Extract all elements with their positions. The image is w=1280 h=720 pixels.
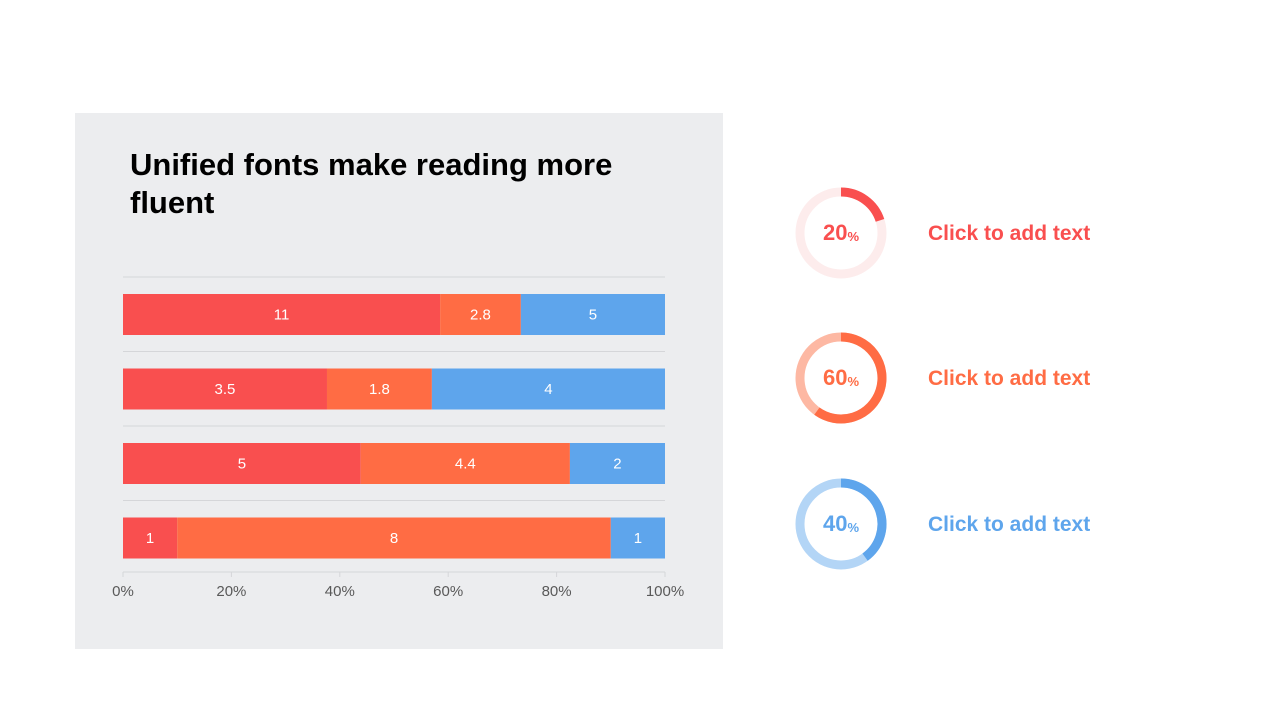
bar-data-label: 2.8 (470, 307, 491, 324)
kpi-2-value: 60 (822, 365, 848, 390)
kpi-1-value: 20 (822, 220, 848, 245)
bar-segment (360, 443, 570, 484)
kpi-3: 40% Click to add text (790, 477, 1190, 577)
bar-data-label: 1 (634, 530, 642, 547)
kpi-1-label[interactable]: Click to add text (928, 222, 1091, 245)
kpi-3-ring (795, 478, 887, 570)
kpi-1-unit: % (847, 228, 860, 244)
x-tick-label: 40% (325, 583, 355, 600)
kpi-2-ring (795, 332, 887, 424)
kpi-2-ring-progress (814, 332, 887, 424)
kpi-1-ring (795, 187, 887, 279)
bar-segment (520, 294, 665, 335)
bar-segment (610, 517, 665, 559)
bar-segment (326, 368, 432, 410)
bar-segment (177, 517, 611, 559)
bar-segment (431, 368, 665, 410)
bar-data-label: 4 (544, 381, 552, 398)
kpi-1: 20% Click to add text (790, 186, 1190, 286)
kpi-2: 60% Click to add text (790, 331, 1190, 431)
x-tick-label: 20% (216, 583, 246, 600)
x-tick-label: 60% (433, 583, 463, 600)
bar-data-label: 5 (589, 307, 597, 324)
kpi-1-percent: 20% (790, 186, 892, 280)
kpi-3-unit: % (847, 519, 860, 535)
kpi-1-ring-progress (840, 187, 885, 222)
bar-segment (440, 294, 521, 335)
bar-data-label: 3.5 (215, 381, 236, 398)
kpi-3-percent: 40% (790, 477, 892, 571)
x-tick-label: 100% (646, 583, 684, 600)
chart-title: Unified fonts make reading more fluent (130, 147, 613, 220)
kpi-2-label[interactable]: Click to add text (928, 367, 1091, 390)
kpi-3-label[interactable]: Click to add text (928, 513, 1091, 536)
bar-data-label: 1 (146, 530, 154, 547)
bar-data-label: 5 (238, 456, 246, 473)
bar-segment (123, 294, 441, 335)
kpi-3-ring-progress (840, 478, 887, 561)
bar-segment (123, 517, 178, 559)
kpi-3-value: 40 (822, 511, 848, 536)
bar-data-label: 4.4 (455, 456, 476, 473)
kpi-2-unit: % (847, 373, 860, 389)
bar-data-label: 11 (274, 307, 290, 324)
bar-segment (123, 368, 327, 410)
stacked-bar-chart: 0% 20% 40% 60% 80% 100% 11 2.8 5 3.5 1.8 4 5 4.4 2 1 8 1 (112, 276, 684, 600)
x-tick-label: 80% (542, 583, 572, 600)
bar-data-label: 2 (613, 456, 621, 473)
bar-segment (569, 443, 665, 484)
bar-segment (123, 443, 361, 484)
bar-data-label: 8 (390, 530, 398, 547)
kpi-2-percent: 60% (790, 331, 892, 425)
x-tick-label: 0% (112, 583, 134, 600)
bar-data-label: 1.8 (369, 381, 390, 398)
